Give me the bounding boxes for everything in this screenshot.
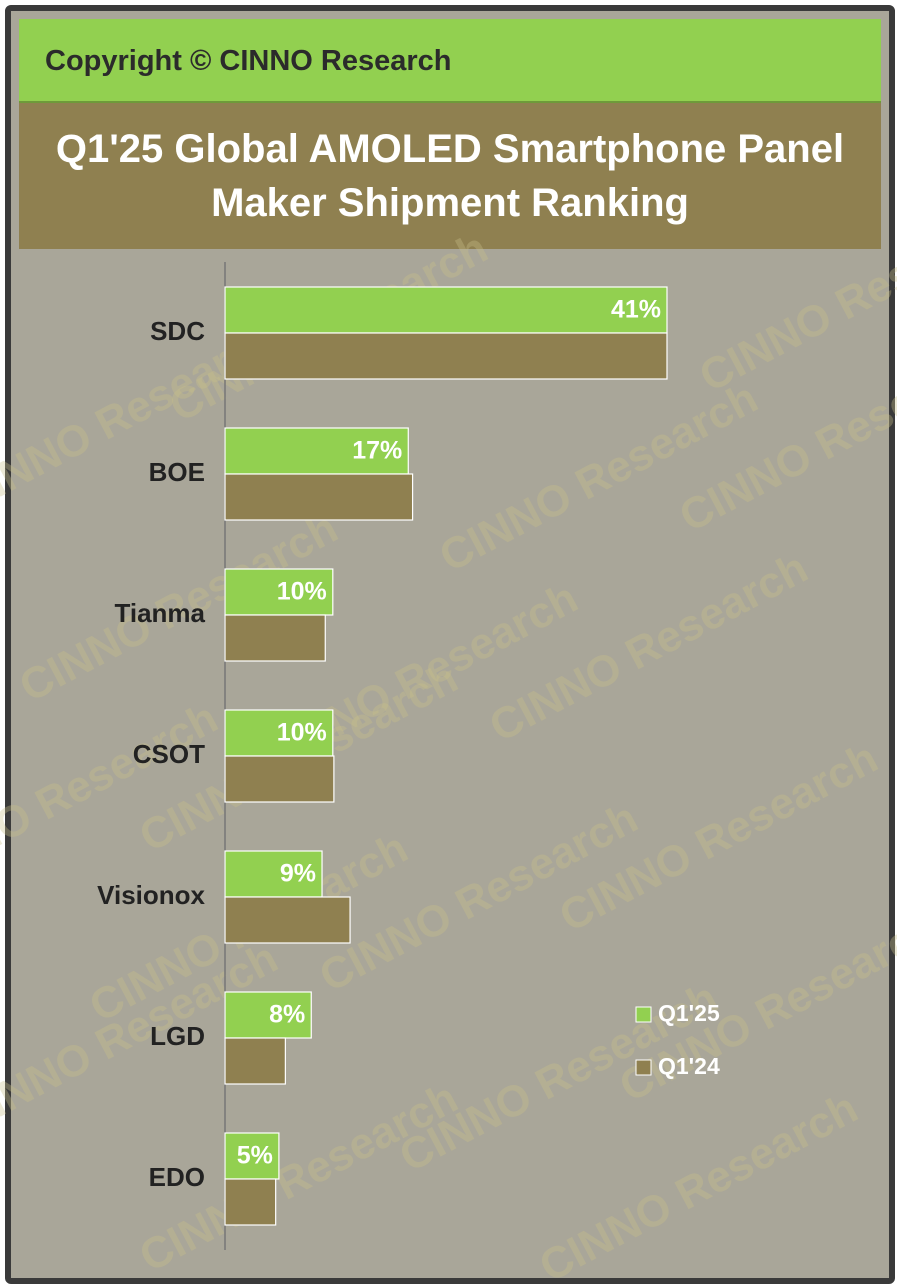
legend-label: Q1'25 [658,1000,720,1026]
y-tick-label: EDO [149,1162,205,1192]
bar [224,332,668,380]
bar [224,896,351,944]
bar [224,1037,286,1085]
chart-title: Q1'25 Global AMOLED Smartphone Panel Mak… [55,127,845,225]
bar [224,709,334,757]
watermark: CINNO Research [532,1083,866,1284]
y-tick-label: Visionox [97,880,205,910]
data-label: 17% [352,437,402,465]
y-tick-label: SDC [150,316,205,346]
y-tick-label: Tianma [114,598,205,628]
data-label: 9% [280,860,316,888]
data-label: 10% [277,578,327,606]
watermark: CINNO Research [692,193,897,402]
bar [224,1178,277,1226]
copyright-banner: Copyright © CINNO Research [19,19,881,103]
bar [224,286,668,334]
data-label: 8% [269,1001,305,1029]
title-bar: Q1'25 Global AMOLED Smartphone Panel Mak… [19,103,881,249]
bar [224,427,409,475]
bar [224,850,323,898]
y-tick-label: BOE [149,457,205,487]
bar [224,1132,280,1180]
data-label: 41% [611,296,661,324]
watermark: CINNO Research [482,543,816,752]
bar [224,614,326,662]
legend-label: Q1'24 [658,1053,720,1079]
data-label: 5% [237,1142,273,1170]
bar [224,755,335,803]
y-tick-label: LGD [150,1021,205,1051]
y-tick-label: CSOT [133,739,205,769]
legend-swatch [635,1006,652,1023]
chart-frame: Copyright © CINNO Research Q1'25 Global … [5,5,895,1284]
bar [224,473,414,521]
data-label: 10% [277,719,327,747]
legend-swatch [635,1059,652,1076]
bar [224,568,334,616]
bar [224,991,312,1039]
